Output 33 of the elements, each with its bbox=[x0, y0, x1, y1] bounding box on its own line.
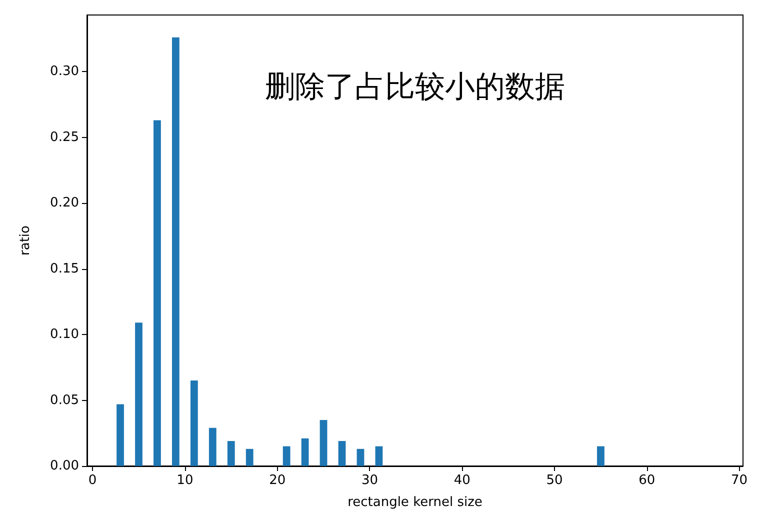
x-tick-label: 50 bbox=[546, 473, 563, 488]
bar bbox=[154, 120, 161, 466]
x-tick-label: 70 bbox=[731, 473, 748, 488]
bar bbox=[320, 420, 328, 466]
y-tick-label: 0.30 bbox=[50, 64, 79, 80]
y-tick-label: 0.20 bbox=[50, 196, 79, 211]
y-axis-title: ratio bbox=[18, 225, 33, 256]
x-tick-label: 30 bbox=[361, 473, 378, 488]
bar bbox=[227, 441, 235, 466]
bar bbox=[190, 380, 198, 466]
x-tick-label: 40 bbox=[454, 473, 470, 488]
bar bbox=[172, 37, 180, 466]
x-axis-title: rectangle kernel size bbox=[348, 495, 482, 510]
y-tick-label: 0.00 bbox=[50, 458, 79, 474]
bar bbox=[375, 446, 383, 466]
bar bbox=[338, 441, 346, 466]
x-tick-label: 10 bbox=[176, 473, 194, 488]
bar bbox=[135, 322, 142, 466]
x-tick-label: 0 bbox=[88, 473, 97, 488]
y-tick-label: 0.05 bbox=[50, 392, 79, 408]
bar bbox=[116, 404, 124, 466]
bar bbox=[208, 428, 216, 466]
bar bbox=[356, 448, 364, 466]
bar bbox=[301, 438, 309, 466]
x-tick-label: 20 bbox=[269, 473, 286, 488]
bar bbox=[282, 446, 290, 466]
bar bbox=[597, 446, 604, 466]
x-tick-label: 60 bbox=[638, 473, 656, 488]
y-tick-label: 0.15 bbox=[50, 261, 79, 276]
y-tick-label: 0.10 bbox=[50, 327, 79, 342]
annotation: 删除了占比较小的数据 bbox=[265, 70, 565, 104]
y-tick-label: 0.25 bbox=[50, 130, 79, 145]
bar bbox=[246, 448, 254, 466]
